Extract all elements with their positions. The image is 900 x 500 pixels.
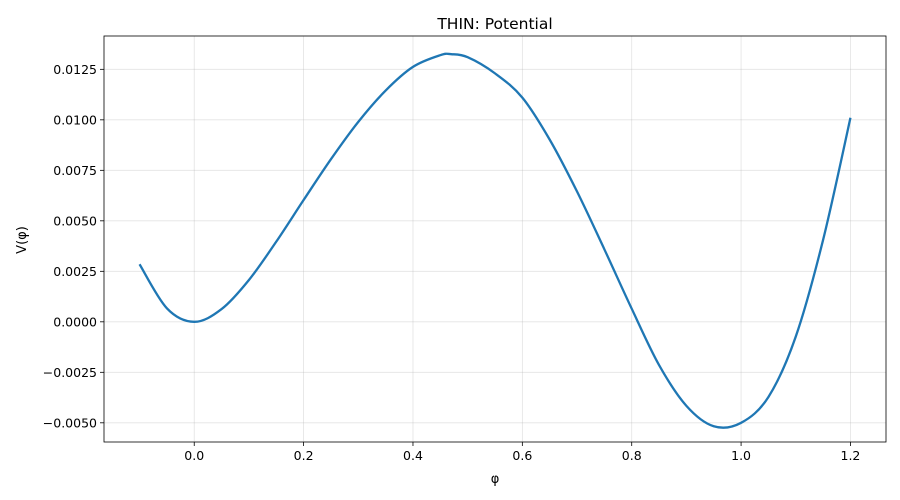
y-tick-label: 0.0000 <box>53 314 97 329</box>
x-tick-label: 1.2 <box>841 448 861 463</box>
x-axis-label: φ <box>491 472 500 487</box>
y-tick-label: 0.0125 <box>53 62 97 77</box>
x-tick-label: 1.0 <box>731 448 751 463</box>
chart-title: THIN: Potential <box>436 15 552 33</box>
y-tick-label: 0.0100 <box>53 112 97 127</box>
y-axis: −0.0050 −0.0025 0.0000 0.0025 0.0050 0.0075 0.… <box>43 62 104 430</box>
plot-background <box>104 36 886 442</box>
y-tick-label: 0.0075 <box>53 163 97 178</box>
grid <box>104 36 886 442</box>
x-tick-label: 0.0 <box>184 448 204 463</box>
series-line <box>138 52 852 429</box>
y-tick-label: −0.0050 <box>43 415 97 430</box>
x-tick-label: 0.2 <box>294 448 314 463</box>
x-tick-label: 0.6 <box>512 448 532 463</box>
y-tick-label: 0.0025 <box>53 264 97 279</box>
plot-frame <box>103 35 887 443</box>
y-axis-label: V(φ) <box>15 226 30 254</box>
x-tick-label: 0.4 <box>403 448 423 463</box>
x-tick-label: 0.8 <box>622 448 642 463</box>
y-tick-label: −0.0025 <box>43 365 97 380</box>
x-axis: 0.0 0.2 0.4 0.6 0.8 1.0 1.2 <box>184 442 860 463</box>
y-tick-label: 0.0050 <box>53 213 97 228</box>
series-group <box>138 52 852 429</box>
